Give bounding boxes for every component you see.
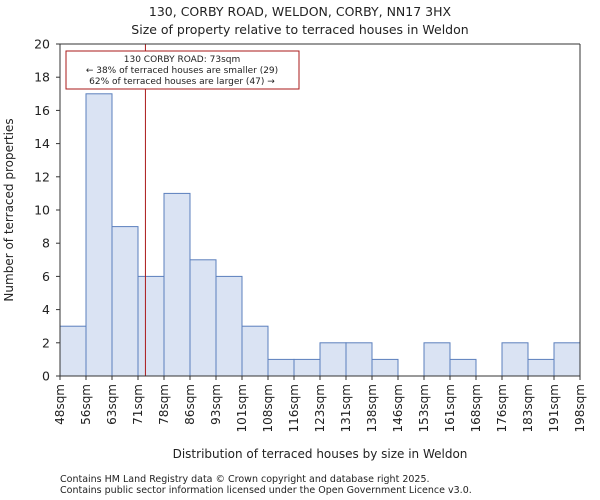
bar-101sqm: [241, 325, 269, 377]
x-tick-label: 161sqm: [443, 384, 457, 432]
x-tick-label: 153sqm: [417, 384, 431, 432]
annotation-line-1: 130 CORBY ROAD: 73sqm: [124, 55, 240, 65]
x-tick-label: 138sqm: [365, 384, 379, 432]
x-tick-label: 71sqm: [131, 384, 145, 425]
x-tick-label: 93sqm: [209, 384, 223, 425]
y-tick-label: 8: [42, 236, 50, 251]
bar-191sqm: [553, 342, 581, 377]
y-tick-label: 14: [34, 136, 50, 151]
bar-131sqm: [345, 342, 373, 377]
x-tick-label: 191sqm: [547, 384, 561, 432]
x-tick-label: 48sqm: [53, 384, 67, 425]
bar-183sqm: [527, 358, 555, 377]
y-axis-label: Number of terraced properties: [2, 118, 16, 301]
chart-title-line1: 130, CORBY ROAD, WELDON, CORBY, NN17 3HX: [149, 4, 452, 19]
x-tick-label: 116sqm: [287, 384, 301, 432]
x-tick-label: 101sqm: [235, 384, 249, 432]
bar-86sqm: [189, 259, 217, 377]
x-tick-label: 56sqm: [79, 384, 93, 425]
bars-group: [59, 93, 581, 377]
x-tick-label: 168sqm: [469, 384, 483, 432]
annotation-line-2: ← 38% of terraced houses are smaller (29…: [86, 66, 278, 76]
bar-176sqm: [501, 342, 529, 377]
x-ticks: 48sqm 56sqm 63sqm 71sqm 78sqm 86sqm 93sqm 101sq…: [53, 376, 587, 432]
x-tick-label: 78sqm: [157, 384, 171, 425]
y-tick-label: 0: [42, 369, 50, 384]
footer-line-1: Contains HM Land Registry data © Crown c…: [60, 474, 430, 485]
bar-71sqm: [137, 275, 165, 377]
bar-108sqm: [267, 358, 295, 377]
x-tick-label: 131sqm: [339, 384, 353, 432]
y-tick-label: 4: [42, 302, 50, 317]
bar-116sqm: [293, 358, 321, 377]
y-tick-label: 16: [34, 103, 50, 118]
y-tick-label: 2: [42, 335, 50, 350]
bar-123sqm: [319, 342, 347, 377]
annotation-border: [65, 50, 300, 90]
footer-line-2: Contains public sector information licen…: [60, 485, 472, 496]
bar-153sqm: [423, 342, 451, 377]
bar-161sqm: [449, 358, 477, 377]
y-tick-label: 18: [34, 70, 50, 85]
bar-93sqm: [215, 275, 243, 377]
x-tick-label: 198sqm: [573, 384, 587, 432]
x-tick-label: 86sqm: [183, 384, 197, 425]
bar-63sqm: [111, 226, 139, 377]
x-tick-label: 63sqm: [105, 384, 119, 425]
bar-48sqm: [59, 325, 87, 377]
chart-title-line2: Size of property relative to terraced ho…: [131, 22, 468, 37]
x-tick-label: 123sqm: [313, 384, 327, 432]
bar-78sqm: [163, 192, 191, 377]
x-tick-label: 183sqm: [521, 384, 535, 432]
annotation-box: 130 CORBY ROAD: 73sqm ← 38% of terraced …: [65, 50, 300, 90]
y-tick-label: 20: [34, 37, 50, 52]
y-tick-label: 6: [42, 269, 50, 284]
y-ticks: 0 2 4 6 8 10 12 14 16 18 20: [34, 37, 60, 384]
x-axis-label: Distribution of terraced houses by size …: [173, 447, 468, 461]
bar-138sqm: [371, 358, 399, 377]
y-tick-label: 10: [34, 203, 50, 218]
x-tick-label: 108sqm: [261, 384, 275, 432]
y-tick-label: 12: [34, 169, 50, 184]
x-tick-label: 176sqm: [495, 384, 509, 432]
bar-56sqm: [85, 93, 113, 377]
x-tick-label: 146sqm: [391, 384, 405, 432]
annotation-line-3: 62% of terraced houses are larger (47) →: [89, 77, 275, 87]
